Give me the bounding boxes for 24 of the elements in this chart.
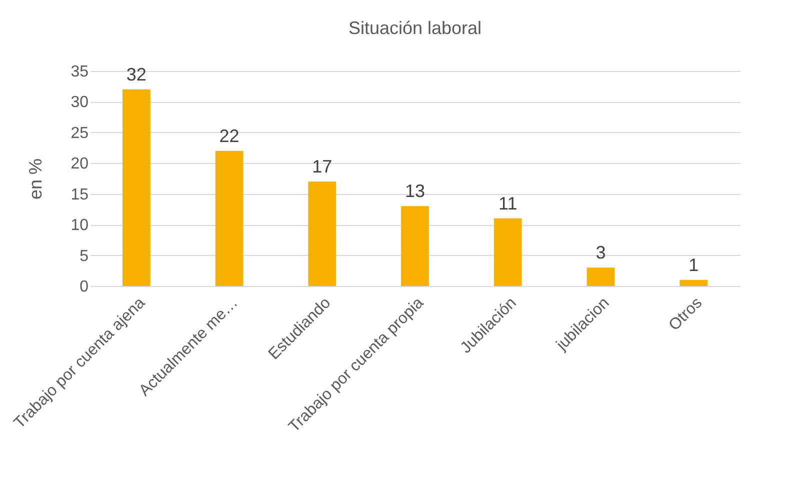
data-label: 13	[404, 181, 426, 202]
bar	[494, 218, 522, 286]
y-tick-label: 0	[80, 278, 89, 296]
data-label: 22	[219, 126, 240, 146]
y-tick-label: 5	[80, 248, 89, 265]
y-tick-label: 20	[70, 156, 89, 173]
bar	[308, 182, 336, 286]
bar	[586, 268, 615, 286]
bar	[680, 280, 708, 286]
data-label: 3	[596, 242, 606, 263]
data-label: 32	[126, 64, 146, 84]
y-tick-label: 30	[70, 94, 89, 112]
data-label: 17	[312, 156, 332, 177]
bar	[122, 89, 150, 286]
bar	[215, 150, 244, 286]
data-label: 1	[688, 254, 699, 275]
y-tick-label: 10	[70, 217, 89, 234]
bar	[401, 206, 429, 286]
y-axis-title: en %	[26, 158, 46, 200]
y-tick-label: 25	[70, 124, 89, 142]
y-tick-label: 35	[70, 64, 89, 80]
chart-title: Situación laboral	[348, 18, 482, 38]
data-label: 11	[498, 193, 518, 214]
y-tick-label: 15	[70, 186, 89, 204]
